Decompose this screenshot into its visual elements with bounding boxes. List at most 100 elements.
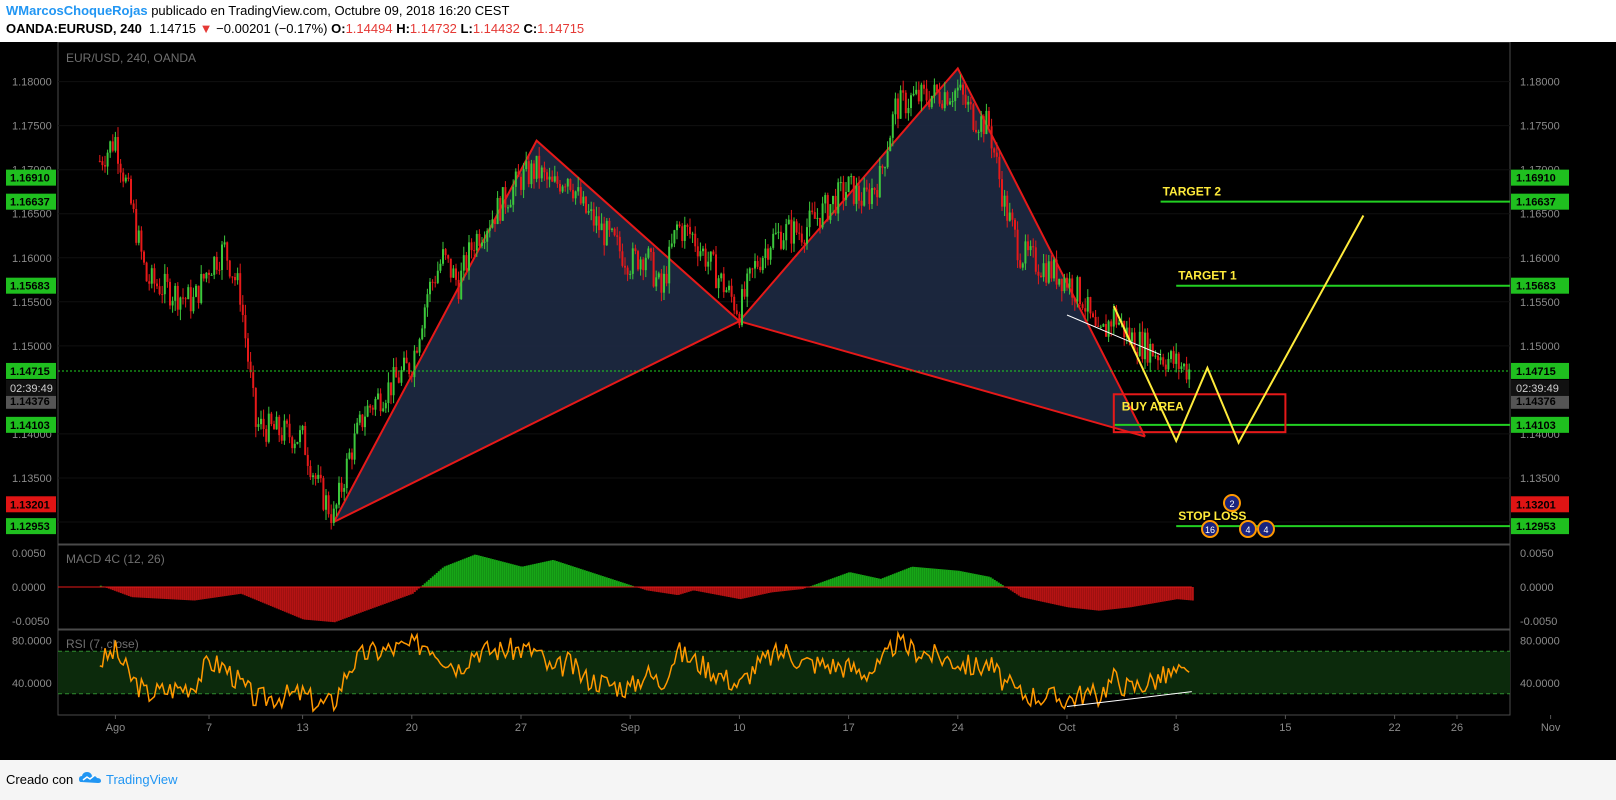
macd-bar xyxy=(655,587,658,592)
x-tick-label: 20 xyxy=(406,722,418,734)
candle-body xyxy=(174,285,177,301)
candle-body xyxy=(460,270,463,300)
macd-bar xyxy=(277,587,280,610)
candle-body xyxy=(592,209,595,226)
candle-body xyxy=(1027,241,1029,251)
macd-bar xyxy=(157,587,160,599)
macd-bar xyxy=(857,574,860,587)
macd-bar xyxy=(175,587,178,600)
macd-bar xyxy=(1033,587,1036,601)
candle-body xyxy=(1055,259,1058,285)
macd-bar xyxy=(955,570,958,587)
event-marker xyxy=(1239,520,1257,538)
candle-body xyxy=(860,200,863,206)
candle-body xyxy=(834,195,837,214)
candle-body xyxy=(803,242,806,244)
macd-bar xyxy=(717,587,720,596)
tradingview-link[interactable]: TradingView xyxy=(106,772,178,787)
macd-bar xyxy=(1029,587,1032,600)
candle-body xyxy=(296,442,299,444)
candle-body xyxy=(725,290,728,293)
macd-bar xyxy=(915,567,918,587)
candle-body xyxy=(475,233,478,251)
macd-bar xyxy=(893,573,896,587)
candle-body xyxy=(631,248,634,274)
candle-body xyxy=(585,196,587,213)
candle-body xyxy=(1097,325,1100,327)
candle-body xyxy=(933,84,936,96)
candle-body xyxy=(517,171,520,177)
last-price: 1.14715 xyxy=(149,21,197,36)
macd-bar xyxy=(395,587,398,600)
author-link[interactable]: WMarcosChoqueRojas xyxy=(6,3,148,18)
candle-body xyxy=(717,278,720,289)
candle-body xyxy=(722,273,725,293)
candle-body xyxy=(764,248,767,258)
macd-bar xyxy=(1069,587,1072,608)
candle-body xyxy=(1131,332,1133,342)
candle-body xyxy=(449,258,452,278)
price-tag-right-text: 1.14715 xyxy=(1516,366,1556,378)
macd-bar xyxy=(867,576,870,587)
candle-body xyxy=(231,276,234,278)
macd-title: MACD 4C (12, 26) xyxy=(66,552,165,566)
candle-body xyxy=(410,373,413,378)
macd-bar xyxy=(743,587,746,599)
candle-body xyxy=(811,210,814,213)
countdown-left: 02:39:49 xyxy=(10,383,53,395)
candle-body xyxy=(1180,366,1183,369)
candle-body xyxy=(462,255,465,271)
candle-body xyxy=(470,242,473,251)
macd-bar xyxy=(489,558,492,587)
candle-body xyxy=(681,226,684,241)
macd-bar xyxy=(963,571,966,587)
tradingview-logo-icon[interactable] xyxy=(78,770,102,786)
candle-body xyxy=(793,221,795,244)
macd-bar xyxy=(731,587,734,598)
macd-bar xyxy=(421,585,424,587)
macd-bar xyxy=(391,587,394,602)
macd-bar xyxy=(411,587,414,594)
candle-body xyxy=(1008,212,1011,221)
macd-bar xyxy=(487,558,490,587)
price-trendline xyxy=(1066,314,1161,356)
rsi-y-tick-left: 80.0000 xyxy=(12,636,52,648)
candle-body xyxy=(780,231,782,249)
macd-bar xyxy=(797,587,800,590)
macd-bar xyxy=(351,587,354,616)
event-marker-label: 4 xyxy=(1245,525,1250,535)
candle-body xyxy=(608,220,611,230)
macd-bar xyxy=(243,587,246,596)
rsi-title: RSI (7, close) xyxy=(66,637,139,651)
macd-bar xyxy=(1173,587,1176,600)
candle-body xyxy=(785,224,788,241)
macd-bar xyxy=(699,587,702,592)
candle-body xyxy=(850,176,853,178)
macd-bar xyxy=(1139,587,1142,606)
candle-body xyxy=(782,240,785,249)
macd-bar xyxy=(427,579,430,587)
candle-body xyxy=(959,84,962,88)
candle-body xyxy=(993,148,996,153)
candle-body xyxy=(998,156,1001,180)
rsi-y-tick-left: 40.0000 xyxy=(12,678,52,690)
candle-body xyxy=(1037,271,1040,276)
macd-bar xyxy=(1125,587,1128,608)
candle-body xyxy=(262,418,265,430)
macd-bar xyxy=(741,587,744,599)
macd-bar xyxy=(829,578,832,587)
candle-body xyxy=(819,217,821,228)
macd-bar xyxy=(399,587,402,599)
candle-body xyxy=(772,233,775,248)
chart-title: EUR/USD, 240, OANDA xyxy=(66,51,196,65)
level-label: TARGET 2 xyxy=(1163,185,1222,199)
publish-line: WMarcosChoqueRojas publicado en TradingV… xyxy=(6,3,509,18)
harmonic-bd xyxy=(739,320,1146,438)
candle-body xyxy=(187,287,190,300)
countdown-tag-left xyxy=(6,379,56,396)
macd-bar xyxy=(121,587,124,594)
candle-body xyxy=(1003,195,1006,207)
macd-bar xyxy=(693,587,696,591)
countdown-right: 02:39:49 xyxy=(1516,383,1559,395)
